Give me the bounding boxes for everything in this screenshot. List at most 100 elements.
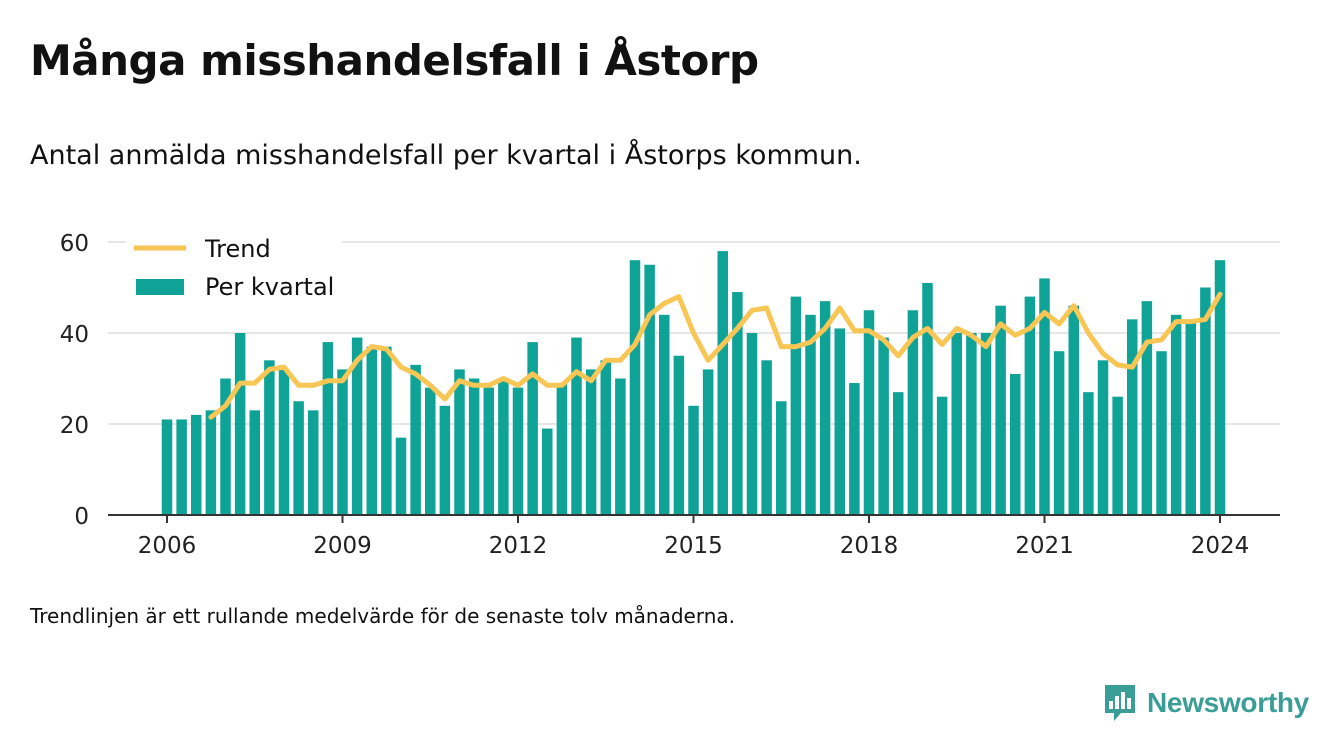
- bar: [980, 333, 992, 515]
- bar: [776, 401, 787, 515]
- footnote: Trendlinjen är ett rullande medelvärde f…: [30, 604, 736, 628]
- bar: [454, 369, 465, 515]
- bar: [922, 282, 933, 515]
- bar: [878, 337, 889, 515]
- legend-trend-label: Trend: [204, 235, 271, 263]
- bar: [951, 333, 962, 515]
- bar: [1010, 373, 1021, 515]
- bar: [732, 292, 743, 515]
- x-tick-label: 2009: [313, 533, 372, 559]
- legend-bar-swatch: [136, 279, 184, 295]
- bar: [366, 346, 377, 515]
- bar: [278, 369, 290, 515]
- bar: [863, 310, 875, 515]
- bar: [556, 383, 568, 515]
- chart-subtitle: Antal anmälda misshandelsfall per kvarta…: [30, 140, 862, 171]
- newsworthy-logo-text: Newsworthy: [1147, 687, 1309, 718]
- bar: [191, 414, 202, 515]
- bar-chart: 0 20 40 60 2006 2009 2012 2015 2018 2021 2024 Tre…: [59, 228, 1280, 559]
- bar: [746, 333, 758, 515]
- bar: [264, 360, 275, 515]
- bar: [629, 260, 641, 515]
- bar: [512, 387, 524, 515]
- bar: [688, 405, 699, 515]
- chart-title: Många misshandelsfall i Åstorp: [30, 36, 759, 85]
- bar: [1024, 296, 1036, 515]
- bar: [717, 251, 728, 515]
- bar: [381, 346, 392, 515]
- legend-background: [126, 228, 342, 312]
- bar: [1185, 319, 1196, 515]
- bar: [351, 337, 363, 515]
- bar: [849, 383, 860, 515]
- x-tick-label: 2015: [664, 533, 723, 559]
- bar: [395, 437, 407, 515]
- bar: [410, 364, 421, 515]
- bar-series: [161, 251, 1226, 515]
- bar: [1083, 392, 1094, 515]
- bar: [1112, 396, 1123, 515]
- bar: [542, 428, 553, 515]
- x-tick-label: 2018: [840, 533, 899, 559]
- bar: [293, 401, 304, 515]
- bar: [1068, 305, 1079, 515]
- bar: [761, 360, 772, 515]
- bar: [644, 264, 655, 515]
- bar: [834, 328, 845, 515]
- bar: [161, 419, 173, 515]
- bar: [337, 369, 348, 515]
- bar: [1170, 314, 1182, 515]
- bar: [995, 305, 1006, 515]
- bar: [308, 410, 319, 515]
- bar: [893, 392, 904, 515]
- bar: [585, 369, 597, 515]
- bar: [176, 419, 187, 515]
- x-tick-label: 2006: [138, 533, 197, 559]
- trend-line: [208, 291, 1223, 420]
- x-tick-label: 2021: [1015, 533, 1074, 559]
- bar: [1039, 278, 1050, 515]
- bar: [483, 387, 494, 515]
- bar: [1200, 287, 1211, 515]
- bar: [966, 333, 977, 515]
- bar: [805, 314, 816, 515]
- axes: 2006 2009 2012 2015 2018 2021 2024: [108, 514, 1280, 559]
- legend: Trend Per kvartal: [126, 228, 342, 312]
- bar: [527, 342, 538, 515]
- x-tick-label: 2012: [489, 533, 548, 559]
- bar: [439, 405, 451, 515]
- bar: [936, 396, 948, 515]
- trend-series: [208, 291, 1223, 420]
- bar: [1141, 301, 1153, 515]
- bar: [673, 355, 685, 515]
- bar: [1097, 360, 1109, 515]
- bar: [571, 337, 582, 515]
- bar: [1127, 319, 1138, 515]
- y-tick-label: 60: [60, 231, 89, 257]
- x-tick-label: 2024: [1191, 533, 1250, 559]
- bar: [790, 296, 802, 515]
- bar: [702, 369, 714, 515]
- bar: [498, 378, 509, 515]
- bar: [322, 342, 334, 515]
- bar: [220, 378, 231, 515]
- bar: [205, 410, 217, 515]
- bar: [249, 410, 260, 515]
- bar: [1214, 260, 1226, 515]
- legend-bar-label: Per kvartal: [205, 273, 334, 301]
- bar: [600, 360, 611, 515]
- bar: [615, 378, 626, 515]
- bar: [1053, 351, 1065, 515]
- bar: [234, 333, 246, 515]
- bar: [468, 378, 480, 515]
- y-tick-label: 40: [60, 322, 89, 348]
- bar: [1156, 351, 1167, 515]
- y-tick-label: 20: [60, 413, 89, 439]
- y-tick-label: 0: [74, 504, 89, 530]
- newsworthy-logo[interactable]: Newsworthy: [1103, 683, 1309, 723]
- bar: [819, 301, 831, 515]
- bar: [907, 310, 919, 515]
- bar: [425, 387, 436, 515]
- newsworthy-logo-icon: [1105, 685, 1135, 721]
- bar: [659, 314, 670, 515]
